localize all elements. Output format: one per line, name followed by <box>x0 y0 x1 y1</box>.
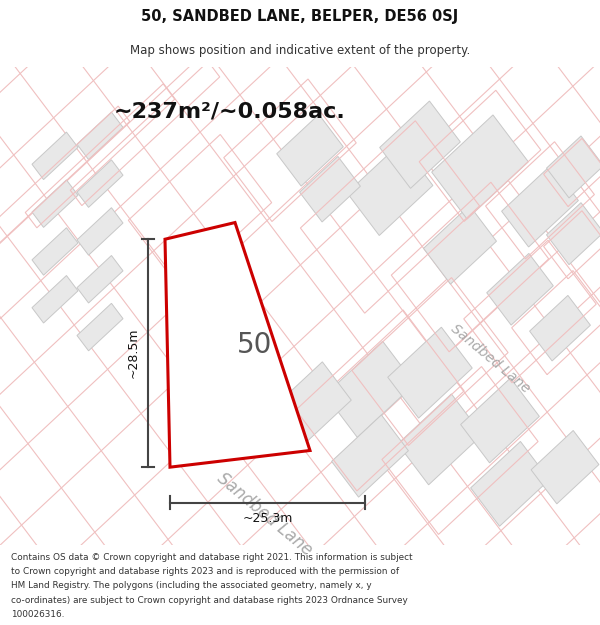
Text: co-ordinates) are subject to Crown copyright and database rights 2023 Ordnance S: co-ordinates) are subject to Crown copyr… <box>11 596 407 605</box>
Polygon shape <box>530 296 590 361</box>
Polygon shape <box>531 431 599 504</box>
Polygon shape <box>332 415 409 497</box>
Polygon shape <box>547 136 600 198</box>
Polygon shape <box>77 208 123 255</box>
Text: Map shows position and indicative extent of the property.: Map shows position and indicative extent… <box>130 44 470 57</box>
Text: ~28.5m: ~28.5m <box>127 328 140 379</box>
Text: HM Land Registry. The polygons (including the associated geometry, namely x, y: HM Land Registry. The polygons (includin… <box>11 581 371 591</box>
Text: ~25.3m: ~25.3m <box>242 512 293 524</box>
Polygon shape <box>487 253 553 325</box>
Polygon shape <box>32 228 78 275</box>
Polygon shape <box>470 441 550 526</box>
Text: Sandbed Lane: Sandbed Lane <box>214 469 316 559</box>
Polygon shape <box>32 180 78 228</box>
Polygon shape <box>388 328 472 418</box>
Polygon shape <box>424 206 496 284</box>
Polygon shape <box>77 160 123 208</box>
Polygon shape <box>325 341 415 437</box>
Text: Contains OS data © Crown copyright and database right 2021. This information is : Contains OS data © Crown copyright and d… <box>11 553 412 562</box>
Polygon shape <box>32 132 78 179</box>
Polygon shape <box>299 156 361 222</box>
Text: Sandbed Lane: Sandbed Lane <box>448 321 532 395</box>
Text: 50, SANDBED LANE, BELPER, DE56 0SJ: 50, SANDBED LANE, BELPER, DE56 0SJ <box>142 9 458 24</box>
Polygon shape <box>347 143 433 236</box>
Polygon shape <box>77 256 123 303</box>
Polygon shape <box>269 362 351 450</box>
Polygon shape <box>461 378 539 463</box>
Polygon shape <box>431 115 529 219</box>
Text: ~237m²/~0.058ac.: ~237m²/~0.058ac. <box>114 101 346 121</box>
Polygon shape <box>32 276 78 323</box>
Polygon shape <box>547 202 600 264</box>
Polygon shape <box>398 394 482 485</box>
Text: 100026316.: 100026316. <box>11 610 64 619</box>
Polygon shape <box>77 303 123 351</box>
Polygon shape <box>502 165 578 247</box>
Text: to Crown copyright and database rights 2023 and is reproduced with the permissio: to Crown copyright and database rights 2… <box>11 568 399 576</box>
Polygon shape <box>165 222 310 467</box>
Polygon shape <box>380 101 460 188</box>
Polygon shape <box>77 112 123 159</box>
Polygon shape <box>277 114 343 186</box>
Text: 50: 50 <box>238 331 272 359</box>
